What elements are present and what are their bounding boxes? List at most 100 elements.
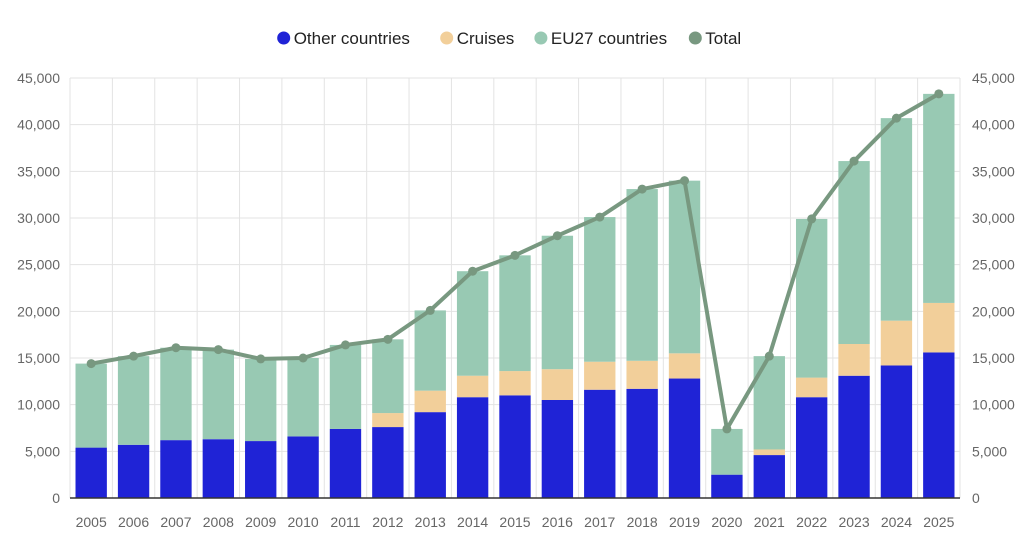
y-tick-label-left: 40,000 (17, 117, 60, 133)
bar-other-countries (245, 441, 277, 498)
y-tick-label-right: 30,000 (972, 210, 1015, 226)
x-tick-label: 2013 (415, 514, 446, 530)
point-total (510, 250, 520, 260)
y-tick-label-left: 10,000 (17, 397, 60, 413)
y-tick-label-right: 35,000 (972, 163, 1015, 179)
bar-eu27-countries (499, 255, 531, 372)
bar-cruises (499, 371, 531, 396)
legend-label-cruises: Cruises (457, 29, 515, 48)
point-total (213, 345, 223, 355)
x-tick-label: 2009 (245, 514, 276, 530)
point-total (722, 424, 732, 434)
bar-cruises (753, 449, 785, 456)
y-tick-label-left: 35,000 (17, 163, 60, 179)
bar-cruises (668, 353, 701, 379)
point-total (298, 353, 308, 363)
bar-eu27-countries (923, 93, 955, 303)
bar-other-countries (838, 375, 870, 498)
x-tick-label: 2015 (499, 514, 530, 530)
legend-marker-total (688, 31, 702, 45)
bar-other-countries (75, 447, 107, 498)
point-total (425, 305, 435, 315)
legend-marker-cruises (440, 31, 454, 45)
y-tick-label-right: 5,000 (972, 443, 1007, 459)
bar-eu27-countries (626, 189, 658, 361)
point-total (764, 351, 774, 361)
bar-other-countries (753, 455, 785, 498)
x-tick-label: 2014 (457, 514, 488, 530)
bar-other-countries (456, 397, 489, 498)
point-total (849, 156, 859, 166)
bar-eu27-countries (287, 358, 319, 437)
legend-label-total: Total (705, 29, 741, 48)
bar-other-countries (711, 474, 743, 498)
y-tick-label-left: 30,000 (17, 210, 60, 226)
x-tick-label: 2008 (203, 514, 234, 530)
x-tick-label: 2019 (669, 514, 700, 530)
bar-cruises (541, 369, 574, 400)
bar-eu27-countries (456, 271, 489, 376)
bar-other-countries (329, 428, 362, 498)
bar-cruises (414, 390, 446, 413)
bar-cruises (584, 361, 616, 390)
bar-eu27-countries (880, 118, 913, 321)
bar-other-countries (287, 436, 319, 498)
bar-other-countries (202, 439, 235, 498)
x-tick-label: 2020 (711, 514, 742, 530)
bar-cruises (923, 302, 955, 353)
y-tick-label-right: 10,000 (972, 397, 1015, 413)
point-total (129, 351, 139, 361)
bar-eu27-countries (245, 358, 277, 442)
bar-other-countries (499, 395, 531, 498)
y-tick-label-right: 20,000 (972, 303, 1015, 319)
point-total (891, 113, 901, 123)
bar-other-countries (795, 397, 828, 498)
x-tick-label: 2005 (76, 514, 107, 530)
bar-other-countries (584, 389, 616, 498)
bar-eu27-countries (795, 218, 828, 378)
legend-marker-eu27-countries (534, 31, 548, 45)
bar-other-countries (541, 400, 574, 498)
x-tick-label: 2024 (881, 514, 912, 530)
x-tick-label: 2010 (288, 514, 319, 530)
bar-eu27-countries (75, 363, 107, 448)
y-tick-label-left: 0 (52, 490, 60, 506)
bar-other-countries (880, 365, 913, 498)
bar-other-countries (668, 378, 701, 498)
bar-eu27-countries (372, 339, 404, 414)
y-tick-label-right: 15,000 (972, 350, 1015, 366)
point-total (552, 231, 562, 241)
x-tick-label: 2023 (838, 514, 869, 530)
point-total (680, 176, 690, 186)
x-tick-label: 2016 (542, 514, 573, 530)
bar-eu27-countries (838, 161, 870, 344)
bar-other-countries (923, 352, 955, 498)
bar-other-countries (117, 444, 150, 498)
x-tick-label: 2007 (160, 514, 191, 530)
y-tick-label-right: 25,000 (972, 257, 1015, 273)
point-total (637, 184, 647, 194)
x-tick-label: 2011 (330, 514, 360, 530)
x-tick-label: 2022 (796, 514, 827, 530)
y-tick-label-left: 15,000 (17, 350, 60, 366)
x-tick-label: 2006 (118, 514, 149, 530)
bar-other-countries (626, 388, 658, 498)
y-tick-label-left: 20,000 (17, 303, 60, 319)
x-tick-label: 2018 (627, 514, 658, 530)
y-tick-label-left: 45,000 (17, 70, 60, 86)
point-total (807, 214, 817, 224)
x-tick-label: 2017 (584, 514, 615, 530)
point-total (934, 89, 944, 99)
point-total (256, 354, 266, 364)
point-total (468, 266, 478, 276)
bar-eu27-countries (584, 217, 616, 362)
bar-other-countries (160, 440, 192, 498)
bar-cruises (880, 320, 913, 366)
bar-cruises (626, 360, 658, 389)
bar-other-countries (372, 427, 404, 498)
bar-eu27-countries (668, 180, 701, 354)
x-tick-label: 2021 (754, 514, 785, 530)
y-tick-label-left: 25,000 (17, 257, 60, 273)
